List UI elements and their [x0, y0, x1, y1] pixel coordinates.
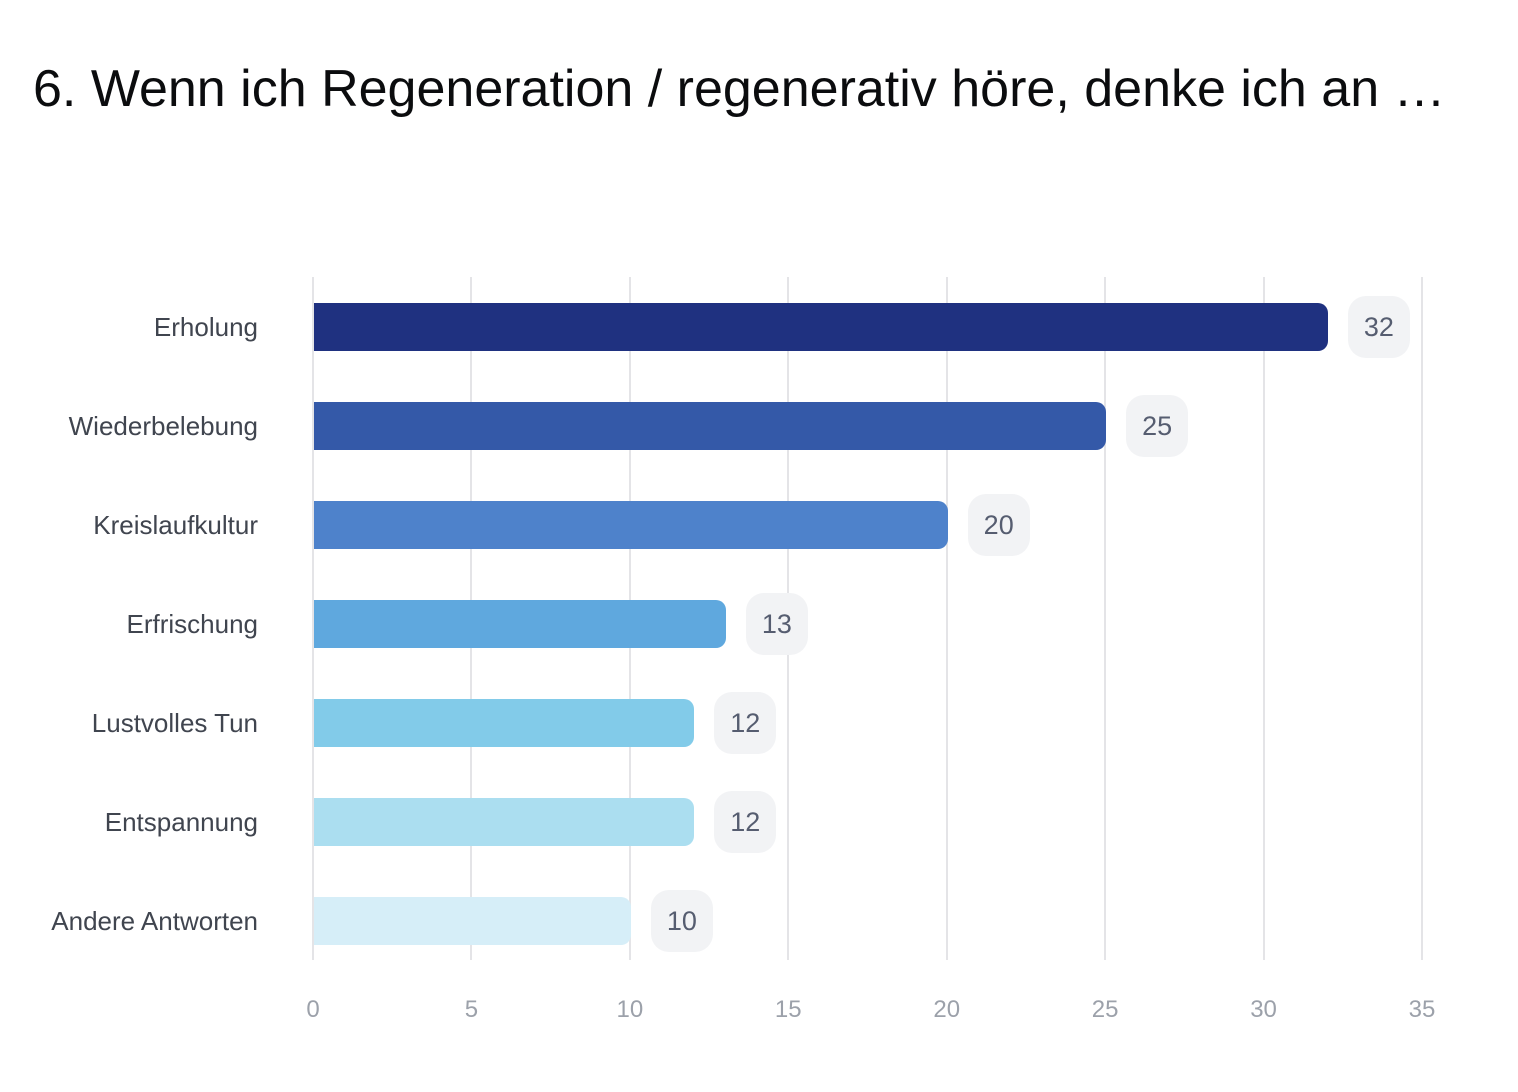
x-tick-label-5: 5	[464, 996, 479, 1023]
value-label: 25	[1142, 410, 1173, 441]
bar-erholung	[314, 303, 1328, 351]
category-label: Andere Antworten	[51, 906, 258, 936]
x-tick-label-15: 15	[774, 996, 802, 1023]
value-badge: 13	[745, 593, 808, 655]
x-tick-label-10: 10	[616, 996, 644, 1023]
x-tick-label-20: 20	[933, 996, 961, 1023]
category-label: Kreislaufkultur	[93, 510, 258, 540]
gridline-x-35	[1421, 277, 1423, 960]
value-badge: 12	[714, 791, 777, 853]
x-tick-label-25: 25	[1091, 996, 1119, 1023]
bar-kreislaufkultur	[314, 501, 948, 549]
bar-erfrischung	[314, 600, 726, 648]
x-tick-label-0: 0	[306, 996, 320, 1023]
gridline-x-20	[945, 277, 948, 960]
value-badge: 25	[1126, 395, 1189, 457]
value-label: 12	[730, 707, 761, 738]
bar-lustvolles-tun	[314, 699, 695, 747]
value-badge: 12	[714, 692, 777, 754]
value-badge: 10	[650, 890, 713, 952]
gridline-x-30	[1262, 277, 1265, 960]
category-label: Lustvolles Tun	[91, 708, 258, 738]
category-label: Erfrischung	[126, 609, 259, 639]
bar-wiederbelebung	[314, 402, 1107, 450]
value-label: 32	[1363, 311, 1394, 342]
value-badge: 32	[1347, 296, 1410, 358]
value-label: 13	[761, 608, 792, 639]
bar-entspannung	[314, 798, 695, 846]
value-label: 20	[983, 509, 1014, 540]
value-badge: 20	[967, 494, 1030, 556]
x-tick-label-30: 30	[1250, 996, 1277, 1023]
gridline-x-0	[312, 277, 314, 960]
category-label: Entspannung	[104, 807, 258, 837]
bar-andere-antworten	[314, 897, 631, 945]
chart-title: 6. Wenn ich Regeneration / regenerativ h…	[33, 59, 1446, 118]
value-label: 10	[666, 905, 697, 936]
category-label: Erholung	[153, 312, 258, 342]
gridline-x-25	[1104, 277, 1107, 960]
value-label: 12	[730, 806, 761, 837]
category-label: Wiederbelebung	[68, 411, 258, 441]
x-tick-label-35: 35	[1408, 996, 1436, 1023]
